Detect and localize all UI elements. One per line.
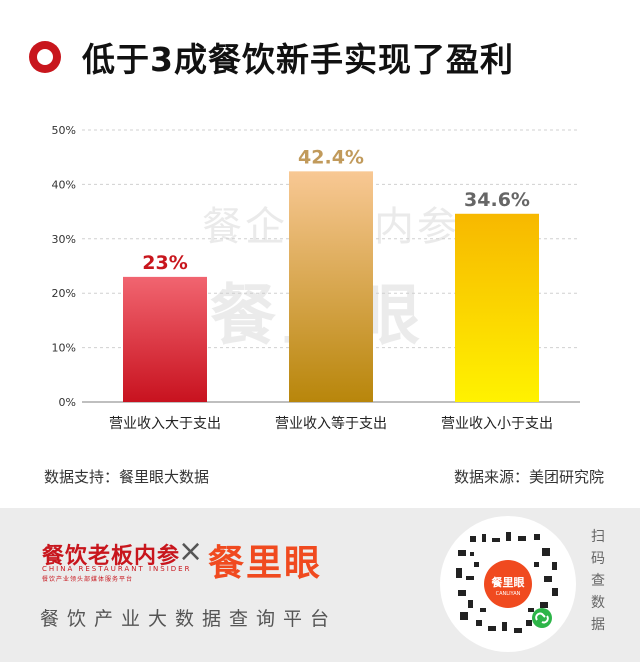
data-source-note: 数据来源：美团研究院 [453, 468, 604, 486]
data-label: 23% [142, 252, 187, 274]
scan-hint-char: 据 [591, 617, 605, 633]
y-tick-label: 40% [52, 178, 76, 191]
scan-hint-char: 扫 [591, 529, 605, 545]
page-title: 低于3成餐饮新手实现了盈利 [82, 40, 514, 79]
footer-banner: 餐饮老板内参 CHINA RESTAURANT INSIDER 餐饮产业领头部媒… [0, 508, 640, 662]
brand-logo-insider: 餐饮老板内参 [42, 544, 181, 569]
bar [455, 213, 539, 402]
data-label: 42.4% [298, 146, 364, 168]
data-label: 34.6% [464, 189, 530, 211]
scan-hint-char: 数 [591, 595, 605, 611]
qr-center-logo: 餐里眼 CANLIYAN [484, 560, 532, 608]
x-tick-label: 营业收入等于支出 [275, 415, 387, 432]
brand-logo-canliyan: 餐里眼 [208, 543, 323, 584]
brand-logo-insider-en: CHINA RESTAURANT INSIDER [42, 565, 192, 573]
target-icon [29, 41, 61, 73]
bar [123, 276, 207, 402]
data-support-note: 数据支持：餐里眼大数据 [44, 468, 210, 486]
qr-code[interactable]: 餐里眼 CANLIYAN [440, 516, 576, 652]
qr-pattern-icon [456, 532, 558, 633]
scan-hint: 扫 码 查 数 据 [590, 526, 606, 636]
scan-hint-char: 查 [591, 573, 605, 589]
y-tick-label: 30% [52, 233, 76, 246]
brand-logo-insider-sub: 餐饮产业领头部媒体服务平台 [42, 576, 134, 583]
y-tick-label: 20% [52, 287, 76, 300]
y-tick-label: 50% [52, 124, 76, 137]
bar [289, 171, 373, 402]
header: 低于3成餐饮新手实现了盈利 [0, 0, 640, 112]
y-tick-label: 0% [59, 396, 76, 409]
chart-svg: 0% 10% 20% 30% 40% 50% 23% 营业收入大于支出 42.4% 营业收入等于… [52, 124, 580, 432]
x-tick-label: 营业收入大于支出 [109, 416, 221, 432]
qr-logo-text: 餐里眼 [491, 576, 525, 589]
scan-hint-char: 码 [591, 551, 605, 567]
y-tick-label: 10% [52, 342, 76, 355]
times-icon: × [178, 534, 204, 569]
x-tick-label: 营业收入小于支出 [441, 416, 553, 432]
data-labels: 23% 营业收入大于支出 42.4% 营业收入等于支出 34.6% 营业收入小于支出 [109, 146, 553, 432]
bar-chart: 0% 10% 20% 30% 40% 50% 23% 营业收入大于支出 42.4% 营业收入等于… [0, 112, 640, 442]
footer-slogan: 餐饮产业大数据查询平台 [40, 608, 338, 630]
bars [123, 171, 539, 402]
qr-logo-en: CANLIYAN [495, 591, 521, 597]
